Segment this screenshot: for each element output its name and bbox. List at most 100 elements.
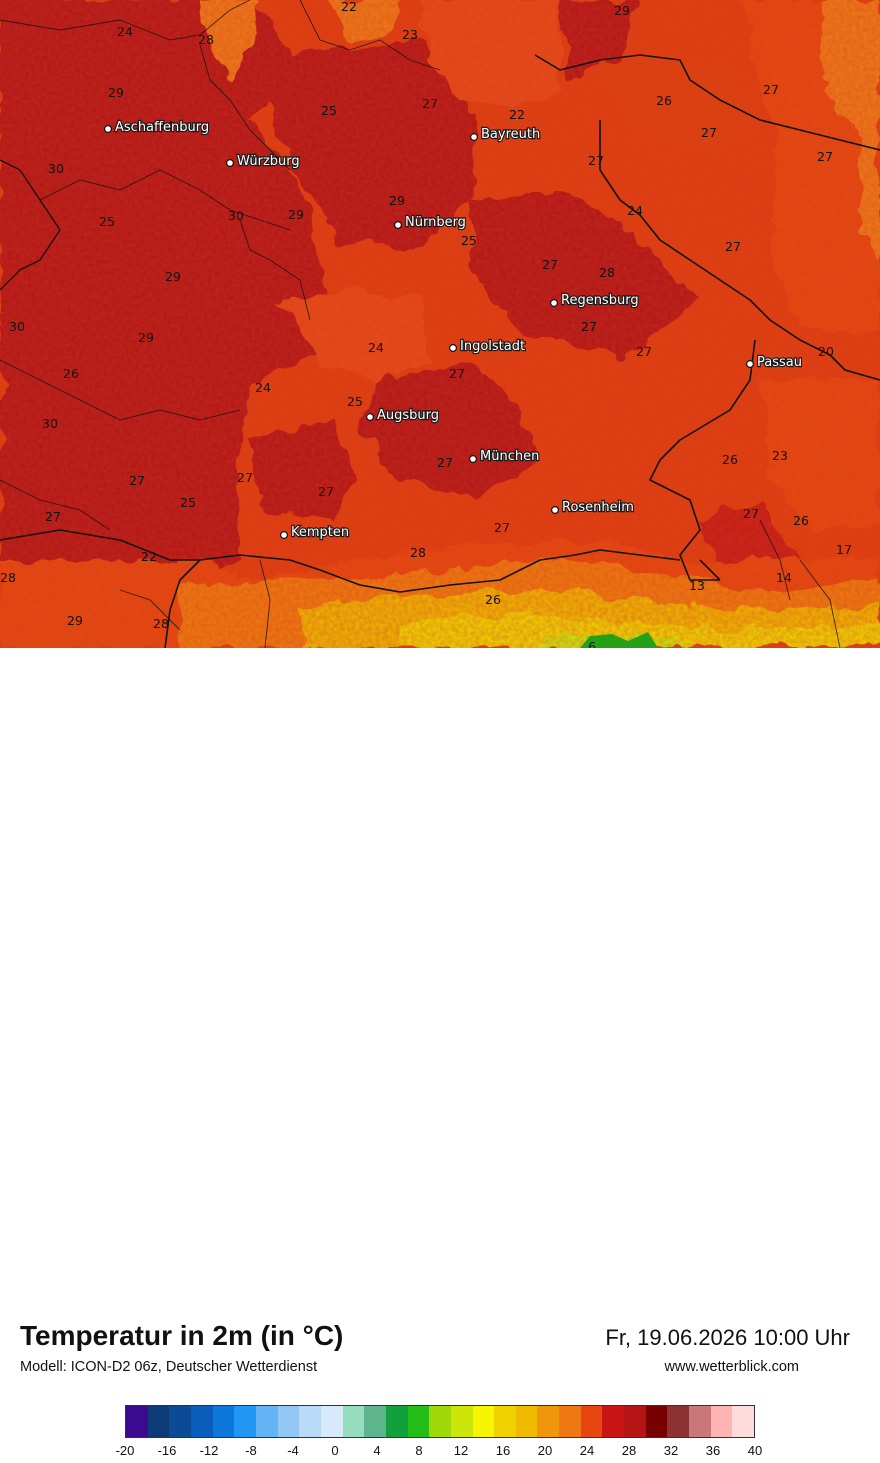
legend-swatch (710, 1406, 733, 1437)
temp-label: 27 (542, 257, 558, 272)
legend-swatch (342, 1406, 365, 1437)
temp-label: 17 (836, 542, 852, 557)
temp-label: 28 (198, 32, 214, 47)
legend-tick-label: -4 (287, 1443, 299, 1458)
city-passau[interactable]: Passau (745, 354, 803, 371)
legend-swatch (364, 1406, 386, 1437)
temp-label: 28 (0, 570, 16, 585)
website-link[interactable]: www.wetterblick.com (664, 1359, 799, 1375)
city-marker (103, 124, 112, 133)
temp-label: 27 (237, 470, 253, 485)
temp-label: 26 (63, 366, 79, 381)
temp-label: 23 (772, 448, 788, 463)
temp-label: 27 (701, 125, 717, 140)
temp-label: 25 (321, 103, 337, 118)
temp-label: 27 (763, 82, 779, 97)
legend-swatch (602, 1406, 625, 1437)
city-label: Passau (757, 355, 802, 370)
temp-label: 27 (817, 149, 833, 164)
legend-tick-label: 40 (747, 1443, 763, 1458)
city-kempten[interactable]: Kempten (280, 524, 350, 541)
city-label: Regensburg (561, 293, 639, 308)
city-label: München (480, 449, 539, 464)
city-marker (745, 360, 754, 369)
temp-label: 25 (99, 214, 115, 229)
legend-tick-label: 16 (495, 1443, 511, 1458)
color-legend (125, 1405, 755, 1438)
legend-tick-label: 24 (579, 1443, 595, 1458)
city-marker (550, 506, 559, 515)
temp-label: 13 (689, 578, 705, 593)
legend-swatch (385, 1406, 408, 1437)
temp-label: 30 (48, 161, 64, 176)
temp-label: 30 (42, 416, 58, 431)
city-label: Bayreuth (481, 127, 540, 142)
legend-swatch (277, 1406, 300, 1437)
legend-swatch (429, 1406, 451, 1437)
temp-label: 27 (743, 506, 759, 521)
city-bayreuth[interactable]: Bayreuth (470, 126, 541, 143)
green-patch (580, 632, 658, 648)
city-marker (449, 344, 458, 353)
city-rosenheim[interactable]: Rosenheim (550, 499, 635, 516)
city-marker (470, 133, 479, 142)
temp-label: 27 (129, 473, 145, 488)
legend-swatch (320, 1406, 343, 1437)
legend-tick-label: 0 (331, 1443, 339, 1458)
legend-swatch (147, 1406, 170, 1437)
city-marker (469, 455, 478, 464)
city-label: Augsburg (377, 408, 439, 423)
temp-label: 25 (347, 394, 363, 409)
temp-label: 22 (341, 0, 357, 14)
legend-tick-label: -20 (115, 1443, 135, 1458)
temp-label: 27 (636, 344, 652, 359)
city-wuerzburg[interactable]: Würzburg (226, 153, 301, 170)
legend-tick-label: -8 (245, 1443, 257, 1458)
legend-swatch (624, 1406, 646, 1437)
city-augsburg[interactable]: Augsburg (366, 407, 440, 424)
city-label: Aschaffenburg (115, 120, 209, 135)
legend-swatch (255, 1406, 278, 1437)
temp-label: 24 (627, 203, 643, 218)
legend-tick-label: 20 (537, 1443, 553, 1458)
temp-label: 28 (599, 265, 615, 280)
temp-label: 28 (410, 545, 426, 560)
city-muenchen[interactable]: München (469, 448, 541, 465)
legend-swatch (667, 1406, 690, 1437)
city-label: Ingolstadt (460, 339, 525, 354)
temp-label: 27 (588, 153, 604, 168)
temp-label: 29 (108, 85, 124, 100)
legend-swatch (299, 1406, 321, 1437)
legend-swatch (234, 1406, 256, 1437)
temp-label: 24 (158, 118, 174, 133)
temp-label: 29 (165, 269, 181, 284)
temp-label: 27 (581, 319, 597, 334)
temp-label: 20 (818, 344, 834, 359)
legend-swatch (537, 1406, 560, 1437)
city-markers: Aschaffenburg Würzburg Bayreuth Nürnberg… (103, 119, 803, 541)
temp-label: 26 (722, 452, 738, 467)
legend-swatch (407, 1406, 430, 1437)
temp-label: 22 (141, 549, 157, 564)
legend-tick-label: -16 (157, 1443, 177, 1458)
legend-swatch (126, 1406, 148, 1437)
legend-swatch (559, 1406, 581, 1437)
city-aschaffenburg[interactable]: Aschaffenburg (103, 119, 210, 136)
city-ingolstadt[interactable]: Ingolstadt (449, 338, 526, 355)
city-nuernberg[interactable]: Nürnberg (394, 214, 467, 231)
temp-label: 26 (793, 513, 809, 528)
city-regensburg[interactable]: Regensburg (549, 292, 640, 309)
legend-tick-label: 8 (415, 1443, 423, 1458)
city-marker (549, 299, 558, 308)
temp-label: 25 (180, 495, 196, 510)
temp-label: 24 (117, 24, 133, 39)
temp-label: 24 (368, 340, 384, 355)
legend-swatch (580, 1406, 603, 1437)
temp-label: 29 (138, 330, 154, 345)
temp-label: 29 (614, 3, 630, 18)
model-source: Modell: ICON-D2 06z, Deutscher Wetterdie… (20, 1359, 318, 1375)
temp-label: 27 (725, 239, 741, 254)
city-marker (366, 413, 375, 422)
legend-swatch (645, 1406, 668, 1437)
temperature-labels: 22 29 24 28 23 29 25 27 22 26 27 24 27 3… (0, 0, 852, 648)
